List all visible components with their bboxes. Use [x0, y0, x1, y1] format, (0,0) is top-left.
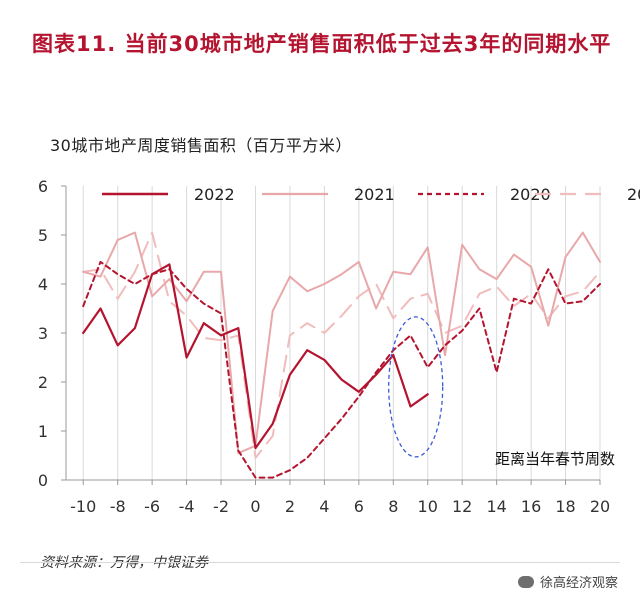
x-tick-label: 4 — [319, 497, 329, 516]
divider — [20, 562, 620, 563]
chart-subtitle: 30城市地产周度销售面积（百万平方米） — [50, 136, 352, 155]
series-line-2019 — [82, 231, 601, 459]
x-tick-label: -10 — [70, 497, 96, 516]
figure-title: 图表11. 当前30城市地产销售面积低于过去3年的同期水平 — [32, 32, 612, 56]
x-tick-label: -2 — [213, 497, 229, 516]
legend-label-2019: 2019 — [627, 185, 640, 204]
series-line-2022 — [82, 263, 429, 450]
brand-label: 徐高经济观察 — [517, 572, 618, 591]
legend-label-2021: 2021 — [354, 185, 395, 204]
x-tick-label: 0 — [250, 497, 260, 516]
annotation-ellipse — [388, 316, 444, 458]
source-note: 资料来源：万得，中银证券 — [40, 555, 208, 571]
legend-label-2020: 2020 — [510, 185, 551, 204]
x-tick-label: 8 — [388, 497, 398, 516]
x-tick-label: 18 — [555, 497, 575, 516]
x-tick-label: 10 — [418, 497, 438, 516]
y-tick-label: 6 — [38, 177, 48, 196]
legend-label-2022: 2022 — [194, 185, 235, 204]
y-tick-label: 1 — [38, 422, 48, 441]
x-tick-label: 6 — [354, 497, 364, 516]
series-line-2021 — [82, 231, 601, 455]
x-tick-label: -8 — [110, 497, 126, 516]
y-tick-label: 0 — [38, 471, 48, 490]
y-tick-label: 4 — [38, 275, 48, 294]
y-tick-label: 5 — [38, 226, 48, 245]
x-tick-label: -4 — [179, 497, 195, 516]
x-tick-label: 14 — [486, 497, 506, 516]
x-tick-label: -6 — [144, 497, 160, 516]
y-tick-label: 3 — [38, 324, 48, 343]
x-tick-label: 20 — [590, 497, 610, 516]
x-tick-label: 16 — [521, 497, 541, 516]
series-line-2020 — [82, 260, 601, 479]
brand-text: 徐高经济观察 — [539, 576, 618, 591]
x-axis-label: 距离当年春节周数 — [495, 450, 615, 468]
x-tick-label: 2 — [285, 497, 295, 516]
wechat-icon — [517, 576, 534, 588]
x-tick-label: 12 — [452, 497, 472, 516]
y-tick-label: 2 — [38, 373, 48, 392]
